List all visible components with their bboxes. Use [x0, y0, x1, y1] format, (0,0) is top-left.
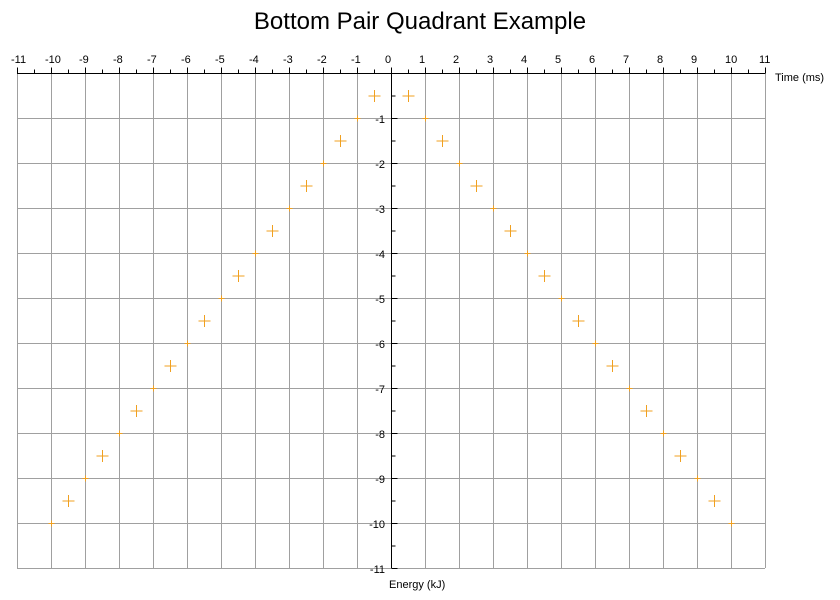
data-point: [436, 135, 449, 147]
data-point: [558, 295, 565, 302]
x-tick-label: 9: [691, 54, 697, 66]
y-axis-label: Energy (kJ): [389, 579, 445, 591]
y-tick-label: -7: [375, 384, 385, 396]
x-tick-label: 2: [453, 54, 459, 66]
data-point: [198, 315, 211, 327]
x-tick-label: 4: [521, 54, 527, 66]
data-point: [48, 520, 55, 527]
x-tick-label: 7: [623, 54, 629, 66]
x-tick-label: -4: [249, 54, 259, 66]
data-point: [660, 430, 667, 437]
data-point: [728, 520, 735, 527]
x-tick-label: 10: [725, 54, 737, 66]
x-tick-label: -11: [11, 54, 26, 66]
data-point: [674, 450, 687, 462]
data-point: [456, 160, 463, 167]
data-point: [538, 270, 551, 282]
x-tick-label: -8: [113, 54, 123, 66]
y-tick-label: -8: [375, 429, 385, 441]
data-point: [232, 270, 245, 282]
data-point: [640, 405, 653, 417]
data-point: [164, 360, 177, 372]
data-point: [252, 250, 259, 257]
x-tick-label: -7: [147, 54, 157, 66]
data-point: [286, 205, 293, 212]
data-point: [524, 250, 531, 257]
x-axis-label: Time (ms): [775, 72, 824, 84]
data-point: [504, 225, 517, 237]
data-point: [470, 180, 483, 192]
y-tick-label: -10: [369, 519, 385, 531]
x-tick-label: -1: [351, 54, 361, 66]
data-point: [218, 295, 225, 302]
x-tick-label: 8: [657, 54, 663, 66]
data-point: [82, 475, 89, 482]
x-tick-label: -3: [283, 54, 293, 66]
x-tick-label: 11: [759, 54, 770, 66]
data-point: [592, 340, 599, 347]
data-point: [150, 385, 157, 392]
x-tick-label: -9: [79, 54, 89, 66]
x-tick-label: -5: [215, 54, 225, 66]
data-point: [490, 205, 497, 212]
data-point: [626, 385, 633, 392]
data-point: [354, 115, 361, 122]
data-point: [368, 90, 381, 102]
data-point: [62, 495, 75, 507]
chart-title: Bottom Pair Quadrant Example: [253, 8, 587, 35]
data-point: [184, 340, 191, 347]
data-point: [116, 430, 123, 437]
x-tick-label: 3: [487, 54, 493, 66]
data-point: [694, 475, 701, 482]
data-point: [334, 135, 347, 147]
x-tick-label: 0: [385, 54, 391, 66]
y-tick-label: -6: [375, 339, 385, 351]
data-point: [402, 90, 415, 102]
data-point: [572, 315, 585, 327]
x-tick-label: -6: [181, 54, 191, 66]
y-tick-label: -2: [375, 159, 385, 171]
y-tick-label: -1: [375, 114, 385, 126]
y-tick-label: -4: [375, 249, 385, 261]
data-point: [96, 450, 109, 462]
x-tick-label: 6: [589, 54, 595, 66]
y-tick-label: -5: [375, 294, 385, 306]
y-tick-label: -9: [375, 474, 385, 486]
data-point: [422, 115, 429, 122]
data-point: [320, 160, 327, 167]
y-tick-label: -11: [370, 564, 385, 576]
data-point: [606, 360, 619, 372]
data-point: [266, 225, 279, 237]
x-tick-label: -2: [317, 54, 327, 66]
axes: -11 -10 -9 -8 -7 -6 -5 -4 -3 -2 -1 0 1 2 3 4 5 6 7 8 9 10 11-1…: [11, 54, 770, 576]
x-tick-label: 1: [419, 54, 425, 66]
data-point: [708, 495, 721, 507]
x-tick-label: -10: [45, 54, 61, 66]
data-point: [300, 180, 313, 192]
data-point: [130, 405, 143, 417]
y-tick-label: -3: [375, 204, 385, 216]
x-tick-label: 5: [555, 54, 561, 66]
data-markers: [48, 90, 735, 527]
